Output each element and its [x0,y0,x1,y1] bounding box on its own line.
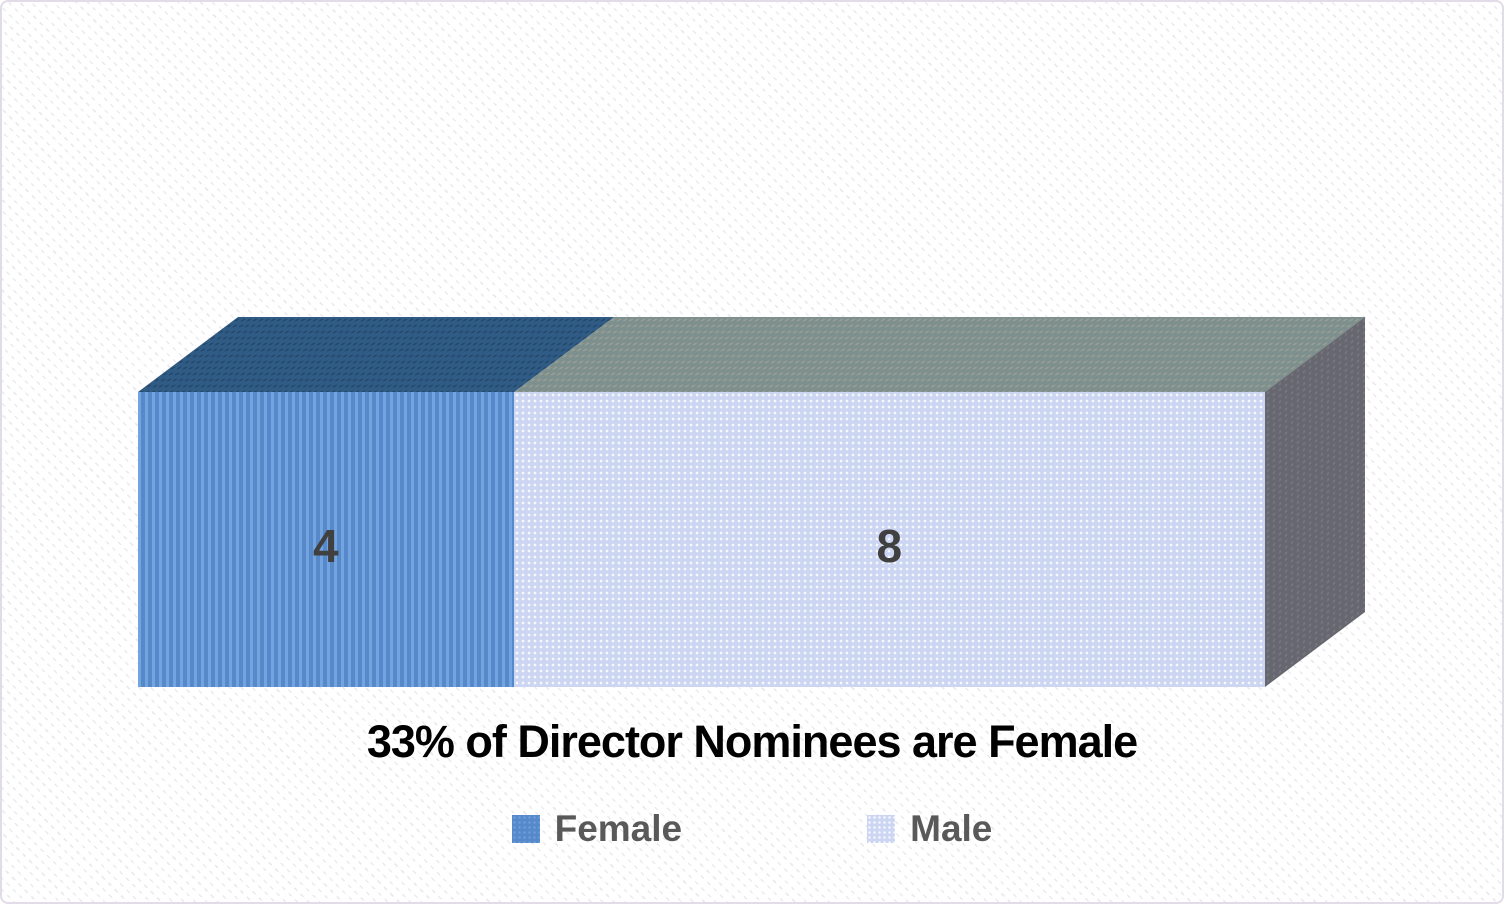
male-data-label: 8 [876,519,903,572]
female-bar-segment: 4 [138,392,514,687]
female-legend-swatch [511,815,540,843]
legend-item-female: Female [511,808,683,850]
bar-front-faces: 4 8 [138,392,1265,687]
chart-title: 33% of Director Nominees are Female [366,716,1138,767]
male-legend-swatch [867,815,896,843]
bar-top-faces [138,317,1365,392]
female-data-label: 4 [313,519,339,572]
legend: Female Male [2,808,1502,850]
male-bar-segment: 8 [513,392,1265,687]
female-legend-label: Female [554,808,683,849]
legend-item-male: Male [867,808,992,850]
male-legend-label: Male [910,808,993,849]
male-segment-top-face [513,317,1365,392]
